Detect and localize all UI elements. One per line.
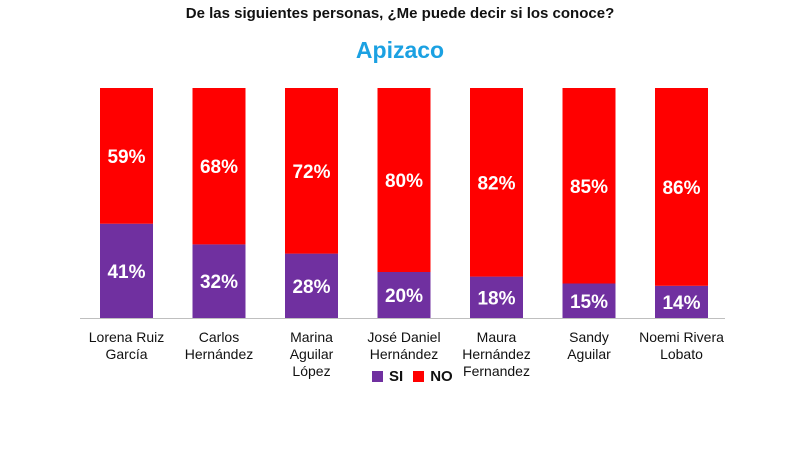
bar-no-1 — [192, 88, 246, 245]
bar-si-6 — [655, 285, 708, 318]
legend-swatch-no — [413, 371, 425, 382]
data-label-si-2: 28% — [292, 277, 330, 298]
data-label-no-1: 68% — [200, 157, 238, 178]
legend-label-si: SI — [389, 368, 404, 385]
data-label-si-4: 18% — [477, 288, 515, 309]
bar-no-5 — [562, 88, 616, 284]
chart-title: Apizaco — [355, 37, 445, 63]
category-label-4-line-2: Fernandez — [463, 363, 530, 379]
category-label-1-line-0: Carlos — [199, 329, 239, 345]
category-label-0-line-1: García — [105, 346, 147, 362]
category-label-0-line-0: Lorena Ruiz — [89, 329, 165, 345]
legend-label-no: NO — [430, 368, 453, 385]
data-label-no-0: 59% — [107, 147, 145, 168]
category-label-5-line-0: Sandy — [569, 329, 609, 345]
data-label-no-4: 82% — [477, 173, 515, 194]
category-label-4-line-1: Hernández — [462, 346, 531, 362]
data-label-no-3: 80% — [385, 171, 423, 192]
category-label-3-line-1: Hernández — [370, 346, 439, 362]
bar-no-4 — [470, 88, 523, 277]
chart-question: De las siguientes personas, ¿Me puede de… — [185, 5, 615, 22]
bar-si-2 — [285, 253, 338, 318]
category-label-6-line-1: Lobato — [660, 346, 703, 362]
bar-si-5 — [562, 283, 616, 318]
bar-no-6 — [655, 88, 708, 286]
bar-si-3 — [377, 272, 431, 318]
data-label-si-3: 20% — [385, 286, 423, 307]
legend-item-no: NO — [413, 368, 453, 385]
data-label-no-5: 85% — [570, 177, 608, 198]
category-label-6-line-0: Noemi Rivera — [639, 329, 724, 345]
data-label-si-1: 32% — [200, 272, 238, 293]
category-label-5-line-1: Aguilar — [567, 346, 611, 362]
category-label-4-line-0: Maura — [477, 329, 517, 345]
data-label-si-0: 41% — [107, 262, 145, 283]
chart-legend: SI NO — [372, 368, 463, 385]
bar-no-3 — [377, 88, 431, 272]
category-label-2-line-0: Marina — [290, 329, 333, 345]
bar-no-2 — [285, 88, 338, 254]
category-label-2-line-1: Aguilar — [290, 346, 334, 362]
bar-si-0 — [100, 223, 153, 318]
legend-item-si: SI — [372, 368, 403, 385]
legend-swatch-si — [372, 371, 383, 382]
bar-si-1 — [192, 244, 246, 318]
data-label-si-6: 14% — [662, 293, 700, 314]
data-label-no-2: 72% — [292, 162, 330, 183]
category-label-3-line-0: José Daniel — [367, 329, 440, 345]
data-label-no-6: 86% — [662, 178, 700, 199]
bar-no-0 — [100, 88, 153, 224]
data-label-si-5: 15% — [570, 292, 608, 313]
category-label-2-line-2: López — [292, 363, 330, 379]
bar-si-4 — [470, 276, 523, 318]
category-label-1-line-1: Hernández — [185, 346, 254, 362]
